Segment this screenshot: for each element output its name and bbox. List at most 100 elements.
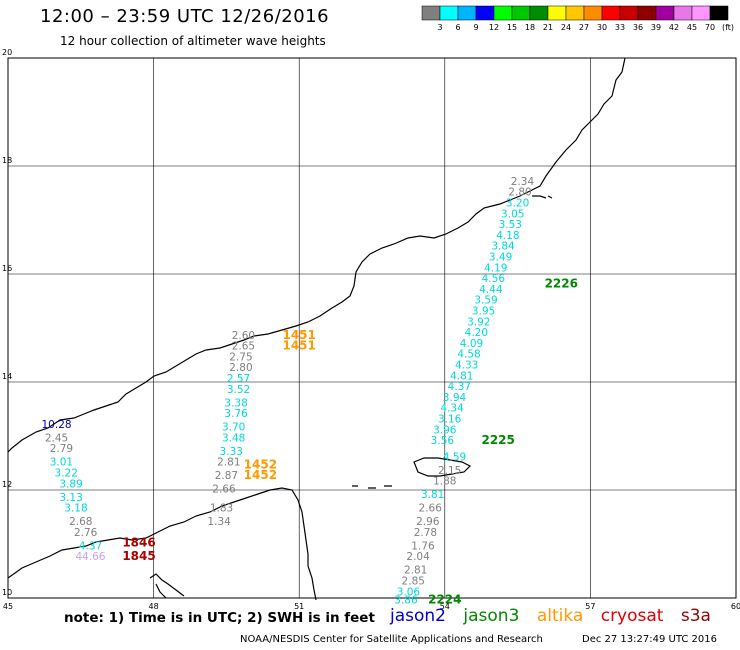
wave-height-label: 2.76 [74, 527, 98, 539]
pass-time-label: 2225 [481, 433, 514, 447]
x-tick-label: 48 [149, 602, 159, 611]
scale-swatch [547, 5, 567, 21]
legend-jason3: jason3 [463, 606, 520, 626]
pass-time-label: 1846 [122, 536, 155, 550]
scale-swatch [493, 5, 513, 21]
wave-height-label: 2.66 [212, 484, 236, 496]
scale-swatch [475, 5, 495, 21]
wave-height-label: 2.45 [45, 432, 68, 444]
wave-height-label: 3.76 [224, 408, 248, 420]
scale-swatch [421, 5, 441, 21]
scale-swatch [583, 5, 603, 21]
wave-height-label: 3.56 [431, 435, 455, 447]
wave-height-label: 2.80 [508, 187, 531, 199]
x-tick-label: 51 [294, 602, 304, 611]
scale-swatch [565, 5, 585, 21]
wave-height-label: 2.34 [511, 176, 535, 188]
wave-height-label: 3.53 [499, 219, 522, 231]
wave-height-label: 3.84 [491, 241, 515, 253]
wave-height-label: 4.34 [440, 403, 464, 415]
wave-height-label: 3.92 [467, 316, 490, 328]
generated-timestamp: Dec 27 13:27:49 UTC 2016 [582, 634, 717, 645]
coastline-inlet [149, 573, 185, 599]
scale-label: 12 [489, 23, 499, 32]
y-tick-label: 18 [2, 156, 12, 165]
scale-swatch [529, 5, 549, 21]
pass-time-label: 1451 [282, 328, 315, 342]
scale-swatch [691, 5, 711, 21]
x-tick-label: 45 [3, 602, 13, 611]
wave-height-label: 1.83 [210, 503, 233, 515]
wave-height-label: 4.37 [448, 381, 471, 393]
wave-height-label: 1.88 [433, 476, 456, 488]
scale-swatch [619, 5, 639, 21]
wave-height-label: 2.15 [438, 465, 461, 477]
scale-label: 9 [473, 23, 478, 32]
wave-height-label: 2.66 [419, 503, 443, 515]
scale-swatch [439, 5, 459, 21]
credit-text: NOAA/NESDIS Center for Satellite Applica… [240, 634, 543, 645]
scale-label: 15 [507, 23, 517, 32]
scale-label: 70 [705, 23, 715, 32]
wave-height-label: 1.34 [207, 516, 231, 528]
scale-label: 45 [687, 23, 697, 32]
x-tick-label: 54 [440, 602, 450, 611]
wave-height-label: 2.81 [217, 457, 240, 469]
wave-height-label: 3.95 [472, 306, 495, 318]
socotra-island [413, 457, 472, 477]
wave-height-label: 3.22 [55, 468, 78, 480]
wave-height-label: 2.65 [232, 341, 255, 353]
wave-height-label: 3.18 [64, 503, 87, 515]
scale-label: 18 [525, 23, 535, 32]
wave-height-label: 3.20 [506, 198, 529, 210]
wave-height-label: 3.33 [220, 446, 243, 458]
scale-label: 39 [651, 23, 661, 32]
wave-height-label: 2.75 [229, 351, 252, 363]
wave-height-label: 4.20 [465, 327, 488, 339]
wave-height-label: 2.68 [69, 516, 92, 528]
wave-height-label: 4.81 [450, 370, 473, 382]
wave-height-label: 3.81 [421, 489, 444, 501]
wave-height-label: 3.89 [59, 478, 82, 490]
wave-height-label: 3.96 [433, 424, 457, 436]
scale-label: 30 [597, 23, 607, 32]
plot-border [7, 57, 737, 599]
scale-swatch [709, 5, 729, 21]
wave-height-label: 3.05 [501, 208, 524, 220]
x-tick-label: 60 [731, 602, 740, 611]
wave-height-label: 3.48 [222, 432, 245, 444]
wave-height-label: 1.76 [411, 540, 435, 552]
pass-time-label: 1845 [122, 549, 155, 563]
wave-height-label: 4.37 [79, 540, 102, 552]
scale-label: 24 [561, 23, 571, 32]
legend-s3a: s3a [680, 606, 711, 626]
wave-height-label: 4.33 [455, 360, 478, 372]
scale-unit: (ft) [722, 23, 734, 32]
pass-time-label: 1452 [244, 468, 277, 482]
scale-label: 36 [633, 23, 643, 32]
chart-subtitle: 12 hour collection of altimeter wave hei… [60, 34, 326, 48]
scale-swatch [601, 5, 621, 21]
wave-height-label: 44.66 [75, 551, 105, 563]
notes-text: note: 1) Time is in UTC; 2) SWH is in fe… [64, 610, 375, 626]
scale-swatch [655, 5, 675, 21]
wave-height-label: 2.57 [227, 373, 250, 385]
wave-height-label: 2.80 [229, 362, 252, 374]
wave-height-label: 3.06 [397, 586, 421, 598]
scale-swatch [457, 5, 477, 21]
wave-height-label: 2.78 [414, 527, 437, 539]
wave-height-label: 3.13 [59, 492, 82, 504]
wave-height-label: 3.59 [474, 295, 497, 307]
coastline-fragments [532, 195, 553, 199]
chart-title: 12:00 – 23:59 UTC 12/26/2016 [40, 6, 330, 27]
y-tick-label: 20 [2, 48, 12, 57]
wave-height-label: 3.49 [489, 252, 512, 264]
wave-height-label: 4.18 [496, 230, 519, 242]
pass-time-label: 2224 [428, 592, 461, 606]
scale-label: 6 [455, 23, 460, 32]
coastline-africa [7, 487, 317, 601]
y-tick-label: 14 [2, 372, 12, 381]
wave-height-label: 3.94 [443, 392, 467, 404]
x-tick-label: 57 [585, 602, 595, 611]
wave-height-label: 4.58 [457, 349, 480, 361]
